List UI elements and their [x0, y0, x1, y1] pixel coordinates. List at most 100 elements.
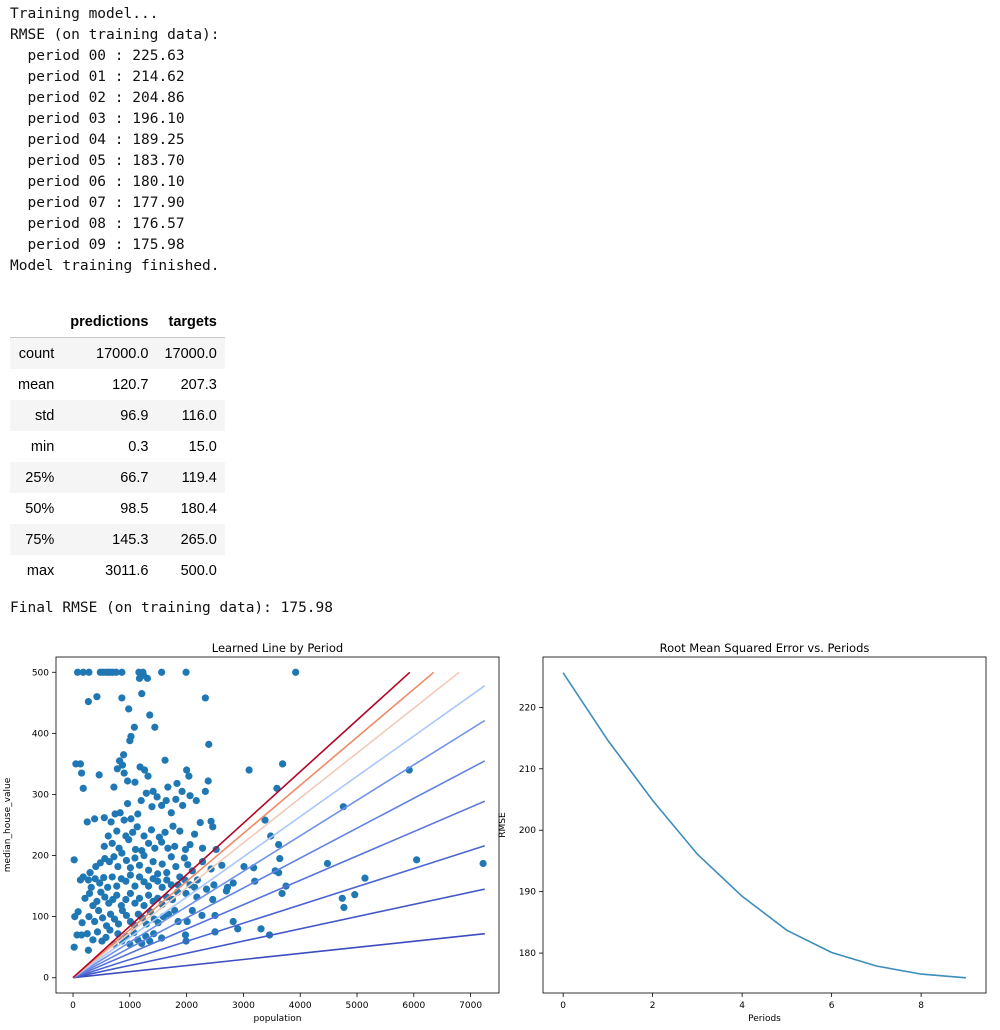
table-row: min 0.3 15.0: [10, 431, 225, 462]
table-header-row: predictions targets: [10, 306, 225, 338]
period-rmse: 189.25: [132, 132, 185, 148]
y-tick-label: 210: [519, 765, 536, 775]
period-rmse: 180.10: [132, 174, 185, 190]
data-point: [198, 858, 207, 866]
data-point: [146, 937, 154, 945]
targets-cell: 17000.0: [164, 345, 217, 362]
data-point: [198, 911, 206, 920]
data-point: [122, 895, 130, 904]
data-point: [122, 856, 131, 865]
row-index: std: [34, 407, 55, 424]
predictions-cell: 120.7: [112, 376, 149, 393]
data-point: [223, 883, 232, 891]
data-point: [209, 823, 217, 831]
data-point: [83, 818, 91, 826]
data-point: [94, 906, 103, 915]
data-point: [158, 860, 166, 868]
data-point: [234, 925, 242, 933]
period-label: period 02: [27, 90, 107, 106]
row-index: 50%: [25, 500, 55, 517]
data-point: [85, 889, 94, 898]
data-point: [84, 697, 92, 706]
plot-frame: [55, 656, 500, 994]
x-tick-label: 4000: [289, 1001, 312, 1011]
data-point: [81, 894, 89, 902]
data-point: [93, 928, 102, 936]
x-tick-label: 2: [650, 1001, 656, 1011]
targets-cell: 116.0: [181, 407, 217, 424]
period-label: period 05: [27, 153, 107, 169]
data-point: [96, 859, 104, 867]
data-point: [162, 796, 170, 805]
data-point: [110, 783, 118, 791]
data-point: [135, 861, 144, 869]
index-header: [10, 306, 63, 338]
learned-line: [72, 671, 435, 979]
data-point: [172, 862, 180, 871]
data-point: [202, 885, 211, 893]
data-point: [181, 845, 190, 854]
row-index: 75%: [25, 531, 55, 548]
data-point: [204, 777, 212, 785]
data-point: [209, 895, 217, 904]
data-point: [119, 751, 128, 759]
data-point: [114, 862, 122, 871]
data-point: [79, 784, 87, 792]
data-point: [100, 814, 108, 822]
y-tick-label: 220: [519, 703, 536, 713]
predictions-cell: 17000.0: [96, 345, 149, 362]
rmse-header-text: RMSE (on training data):: [10, 27, 220, 43]
row-index: mean: [18, 376, 55, 393]
rmse-chart: Root Mean Squared Error vs. Periods 0 2 4 6 8…: [498, 641, 987, 1024]
data-point: [229, 879, 237, 887]
data-point: [158, 801, 166, 810]
period-rmse: 196.10: [132, 111, 185, 127]
data-point: [144, 891, 153, 899]
data-point: [85, 913, 93, 921]
learned-line: [72, 845, 486, 979]
data-point: [182, 889, 190, 898]
chart-title: Root Mean Squared Error vs. Periods: [660, 641, 870, 655]
data-point: [129, 828, 137, 836]
period-label: period 03: [27, 111, 107, 127]
data-point: [93, 693, 101, 701]
learned-line: [72, 800, 486, 979]
data-point: [130, 723, 138, 731]
data-point: [97, 888, 105, 896]
data-point: [257, 925, 265, 933]
data-point: [95, 771, 103, 779]
table-row: mean 120.7 207.3: [10, 369, 225, 400]
data-point: [127, 815, 135, 823]
data-point: [140, 851, 148, 860]
data-point: [83, 930, 91, 938]
data-point: [190, 883, 199, 891]
data-point: [151, 723, 159, 731]
learned-line: [72, 719, 486, 979]
data-point: [261, 816, 269, 824]
x-tick-label: 4: [739, 1001, 745, 1011]
data-point: [201, 694, 209, 702]
data-point: [118, 849, 126, 857]
data-point: [413, 856, 421, 864]
data-point: [113, 882, 121, 890]
data-point: [123, 800, 132, 808]
data-point: [116, 809, 124, 817]
x-tick-label: 8: [918, 1001, 924, 1011]
data-point: [179, 801, 187, 810]
data-point: [154, 877, 162, 885]
data-point: [76, 876, 85, 884]
row-index: min: [30, 438, 55, 455]
data-point: [76, 760, 85, 768]
stats-table: predictions targets count 17000.0 17000.0 …: [10, 306, 225, 586]
learned-line: [72, 685, 486, 979]
data-point: [118, 937, 126, 945]
data-point: [184, 861, 192, 869]
data-point: [87, 883, 95, 891]
data-point: [212, 845, 220, 854]
data-point: [188, 906, 196, 915]
table-row: 25% 66.7 119.4: [10, 462, 225, 493]
data-point: [153, 793, 161, 801]
x-tick-label: 6000: [402, 1001, 425, 1011]
data-point: [144, 772, 152, 780]
y-tick-label: 500: [32, 668, 49, 678]
